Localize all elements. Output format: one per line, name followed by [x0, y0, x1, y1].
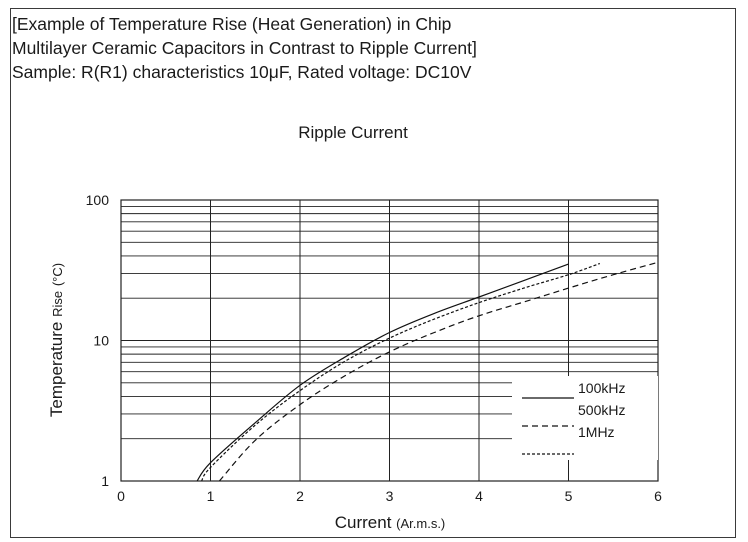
y-axis-title: Temperature Rise (°C) — [47, 263, 66, 417]
y-tick-label: 10 — [93, 333, 109, 349]
y-tick-labels: 1 10 100 — [86, 192, 110, 489]
x-tick-label: 3 — [386, 488, 394, 504]
x-tick-label: 1 — [207, 488, 215, 504]
x-tick-label: 4 — [475, 488, 483, 504]
x-tick-label: 6 — [654, 488, 662, 504]
x-tick-labels: 0 1 2 3 4 5 6 — [117, 488, 662, 504]
header-line-3: Sample: R(R1) characteristics 10μF, Rate… — [12, 62, 472, 82]
series-line-1mhz — [201, 262, 601, 482]
x-tick-label: 5 — [565, 488, 573, 504]
y-axis-label: Temperature — [47, 322, 66, 417]
series-line-100khz — [196, 263, 569, 482]
grid-lines — [121, 200, 658, 481]
x-axis-label: Current — [335, 513, 392, 532]
chart-header: [Example of Temperature Rise (Heat Gener… — [12, 12, 477, 84]
plot-border — [120, 199, 659, 482]
x-axis-unit: (Ar.m.s.) — [396, 516, 445, 531]
legend-label-1mhz: 1MHz — [578, 424, 615, 440]
x-tick-label: 2 — [296, 488, 304, 504]
x-tick-label: 0 — [117, 488, 125, 504]
x-axis-title: Current (Ar.m.s.) — [335, 513, 446, 532]
header-line-2: Multilayer Ceramic Capacitors in Contras… — [12, 38, 477, 58]
legend: 100kHz 500kHz 1MHz — [512, 376, 658, 460]
y-tick-label: 100 — [86, 192, 110, 208]
header-line-1: [Example of Temperature Rise (Heat Gener… — [12, 14, 452, 34]
legend-label-500khz: 500kHz — [578, 402, 625, 418]
y-axis-rise: Rise — [50, 291, 65, 317]
legend-box — [512, 376, 658, 460]
chart-title: Ripple Current — [298, 123, 408, 142]
y-tick-label: 1 — [101, 473, 109, 489]
y-axis-unit: (°C) — [50, 263, 65, 286]
series-lines — [196, 261, 659, 482]
legend-label-100khz: 100kHz — [578, 380, 625, 396]
series-line-500khz — [218, 261, 659, 482]
